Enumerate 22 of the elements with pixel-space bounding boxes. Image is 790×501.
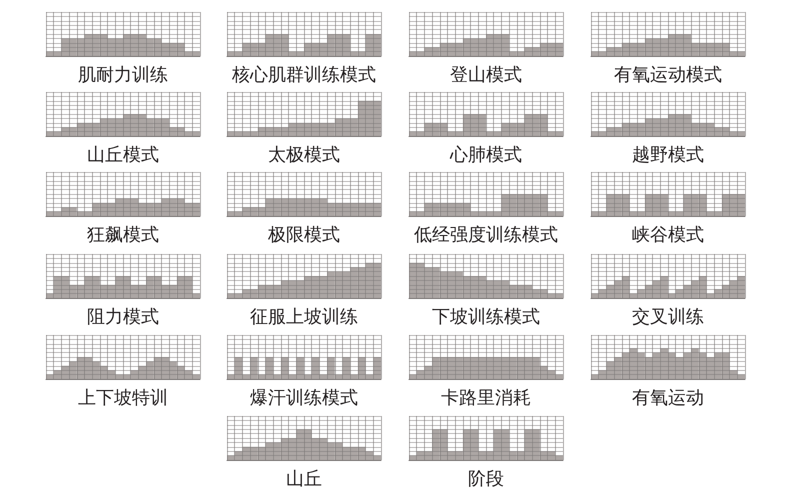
text: 极限模式 [267,224,340,246]
text: 有氧运动模式 [614,64,722,86]
text: 卡路里消耗 [441,388,531,408]
text: 登山模式 [450,64,522,86]
text: 山丘模式 [87,144,159,166]
text: 低经强度训练模式 [414,224,558,246]
text: 山丘 [286,468,322,490]
text: 心肺模式 [449,144,522,166]
text: 阶段 [468,468,504,490]
text: 肌耐力训练 [78,64,168,86]
text: 爆汗训练模式 [250,388,358,408]
text: 狂飙模式 [87,224,159,246]
text: 有氧运动 [632,388,704,408]
text: 上下坡特训 [78,388,168,408]
text: 核心肌群训练模式 [231,64,376,86]
text: 阻力模式 [87,306,159,328]
text: 峡谷模式 [632,224,704,246]
text: 越野模式 [632,144,704,166]
text: 征服上坡训练 [250,306,358,328]
text: 下坡训练模式 [432,306,540,328]
text: 交叉训练 [632,306,704,328]
text: 太极模式 [268,144,340,166]
